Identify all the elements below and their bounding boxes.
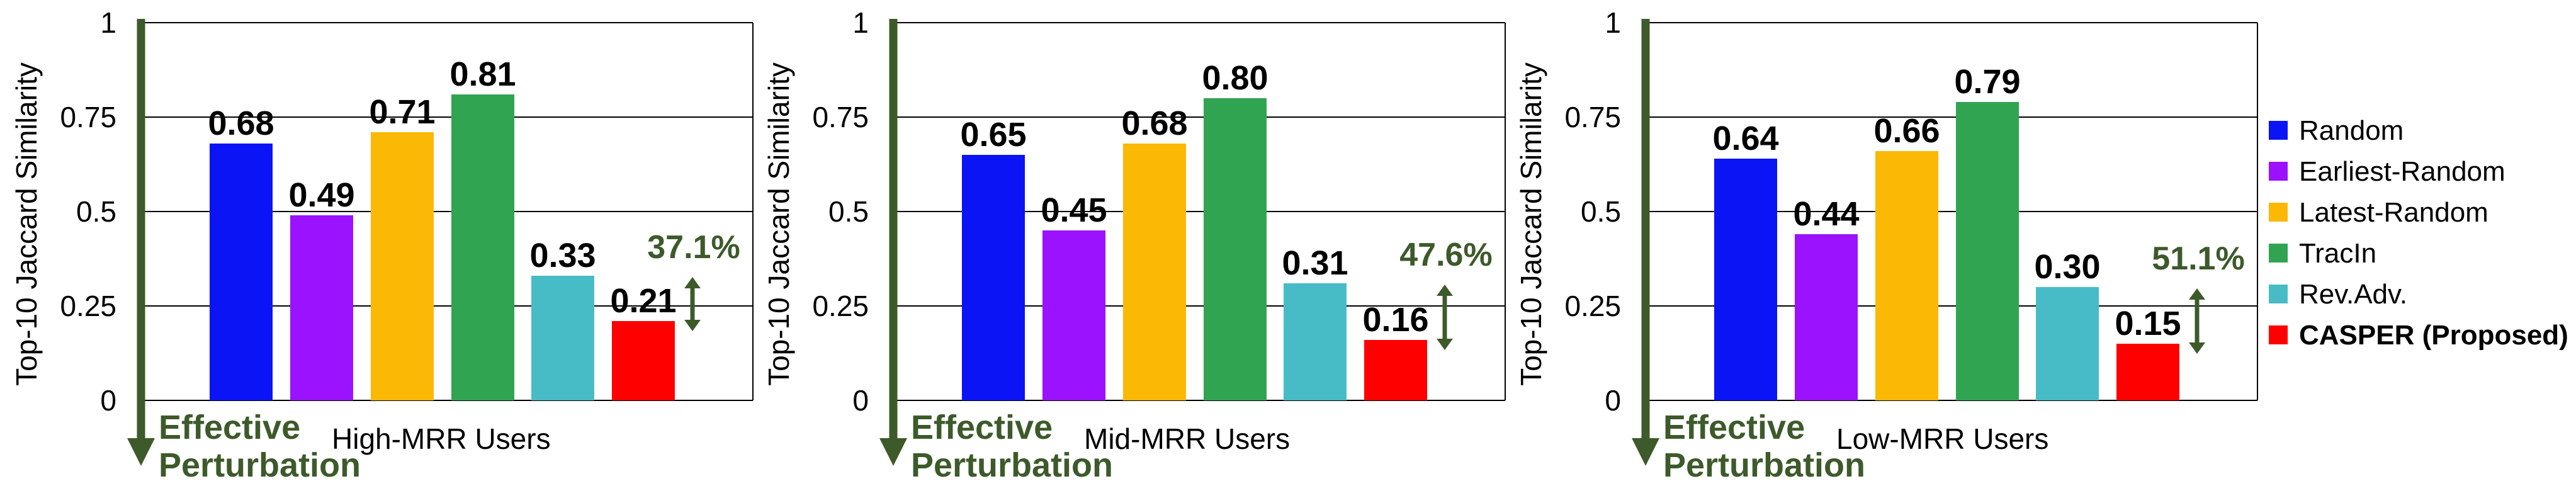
improvement-percent: 47.6% [1399,237,1492,273]
bar-value-label: 0.21 [610,282,676,320]
improvement-percent: 37.1% [647,229,740,266]
y-tick-label: 1 [100,6,116,39]
y-tick-label: 1 [852,6,869,39]
bar-earliest-random [290,215,353,400]
legend-item-label: Earliest-Random [2299,156,2505,187]
legend-item-label: Rev.Adv. [2299,279,2407,310]
group-label: Low-MRR Users [1836,422,2048,455]
y-tick-label: 0.75 [1564,101,1621,133]
bar-value-label: 0.71 [369,93,435,131]
improvement-arrow-head-down [1437,339,1453,350]
perturbation-arrow-head [879,438,907,466]
legend-item-label: Random [2299,115,2404,146]
bar-value-label: 0.33 [529,237,596,274]
bar-earliest-random [1042,230,1105,400]
chart-panel-3: 0 0.25 0.5 0.75 1 Top-10 Jaccard Similarity 0.… [1515,6,2258,484]
bar-latest-random [1875,151,1938,400]
bar-value-label: 0.49 [288,176,354,214]
improvement-arrow-head-up [2189,288,2205,300]
y-tick-label: 0.75 [60,101,116,133]
bar-random [1714,159,1777,400]
legend-swatch [2269,121,2288,140]
y-tick-label: 0 [852,384,869,417]
y-tick-label: 0.75 [812,101,869,133]
bar-value-label: 0.64 [1712,120,1778,157]
bar-value-label: 0.68 [208,105,274,142]
y-tick-label: 0 [1605,384,1621,417]
bar-earliest-random [1795,234,1858,400]
y-tick-label: 0.25 [60,290,116,322]
perturbation-label: Perturbation [1663,446,1865,484]
effective-label: Effective [159,409,300,446]
bar-casper-proposed [1364,340,1427,400]
y-tick-label: 1 [1605,6,1621,39]
bar-tracin [1204,98,1267,400]
improvement-arrow-head-up [1437,285,1453,296]
y-tick-label: 0.25 [1564,290,1621,322]
legend-item-label: TracIn [2299,238,2376,269]
legend-item-label: CASPER (Proposed) [2299,320,2568,351]
perturbation-label: Perturbation [159,446,361,484]
y-tick-label: 0 [100,384,116,417]
y-axis-title: Top-10 Jaccard Similarity [1515,62,1547,386]
bar-value-label: 0.66 [1873,112,1940,150]
bar-value-label: 0.68 [1121,105,1187,142]
bar-tracin [1956,102,2019,400]
group-label: High-MRR Users [332,422,551,455]
improvement-arrow-head-up [684,277,701,288]
bar-value-label: 0.80 [1202,59,1268,97]
bar-value-label: 0.16 [1362,301,1428,339]
chart-panel-2: 0 0.25 0.5 0.75 1 Top-10 Jaccard Similarity 0.… [762,6,1506,484]
bar-tracin [451,94,514,400]
improvement-arrow-head-down [684,320,701,331]
y-tick-label: 0.25 [812,290,869,322]
bar-value-label: 0.30 [2034,248,2100,286]
perturbation-label: Perturbation [911,446,1113,484]
y-axis-title: Top-10 Jaccard Similarity [10,62,43,386]
effective-label: Effective [911,409,1053,446]
bar-latest-random [371,132,434,400]
legend-swatch [2269,203,2288,222]
legend-swatch [2269,285,2288,303]
bar-value-label: 0.15 [2115,305,2181,342]
effective-label: Effective [1663,409,1805,446]
y-tick-label: 0.5 [1581,195,1621,228]
bar-value-label: 0.31 [1282,244,1348,282]
perturbation-arrow-head [1632,438,1659,466]
bar-value-label: 0.45 [1041,191,1107,229]
legend-item-label: Latest-Random [2299,197,2488,228]
improvement-percent: 51.1% [2152,240,2244,277]
bar-value-label: 0.81 [449,55,516,93]
legend-swatch [2269,325,2288,344]
bar-rev-adv [1284,283,1347,400]
legend: Random Earliest-Random Latest-Random TracIn… [2269,115,2568,351]
group-label: Mid-MRR Users [1084,422,1290,455]
y-tick-label: 0.5 [828,195,869,228]
chart-panel-1: 0 0.25 0.5 0.75 1 Top-10 Jaccard Similarity 0.… [10,6,754,484]
bar-rev-adv [531,276,594,400]
bar-rev-adv [2036,287,2099,400]
bar-random [962,155,1025,400]
perturbation-arrow-head [127,438,155,466]
bar-value-label: 0.79 [1954,63,2020,101]
bar-casper-proposed [2116,344,2179,400]
legend-swatch [2269,162,2288,181]
bar-random [210,144,273,400]
bar-casper-proposed [612,321,675,400]
bar-value-label: 0.65 [960,116,1026,154]
bar-latest-random [1123,144,1186,400]
y-tick-label: 0.5 [76,195,116,228]
bar-value-label: 0.44 [1793,195,1859,233]
legend-swatch [2269,244,2288,263]
improvement-arrow-head-down [2189,342,2205,354]
y-axis-title: Top-10 Jaccard Similarity [762,62,795,386]
